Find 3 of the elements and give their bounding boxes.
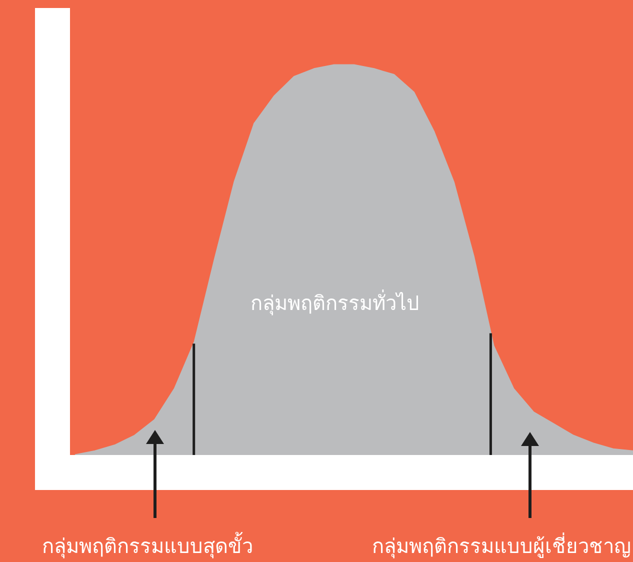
text: กลุ่มพฤติกรรมแบบผู้เชี่ยวชาญ	[372, 532, 631, 559]
text: กลุ่มพฤติกรรมแบบสุดขั้ว	[42, 532, 253, 559]
annotation: กลุ่มพฤติกรรมทั่วไป	[250, 289, 420, 316]
